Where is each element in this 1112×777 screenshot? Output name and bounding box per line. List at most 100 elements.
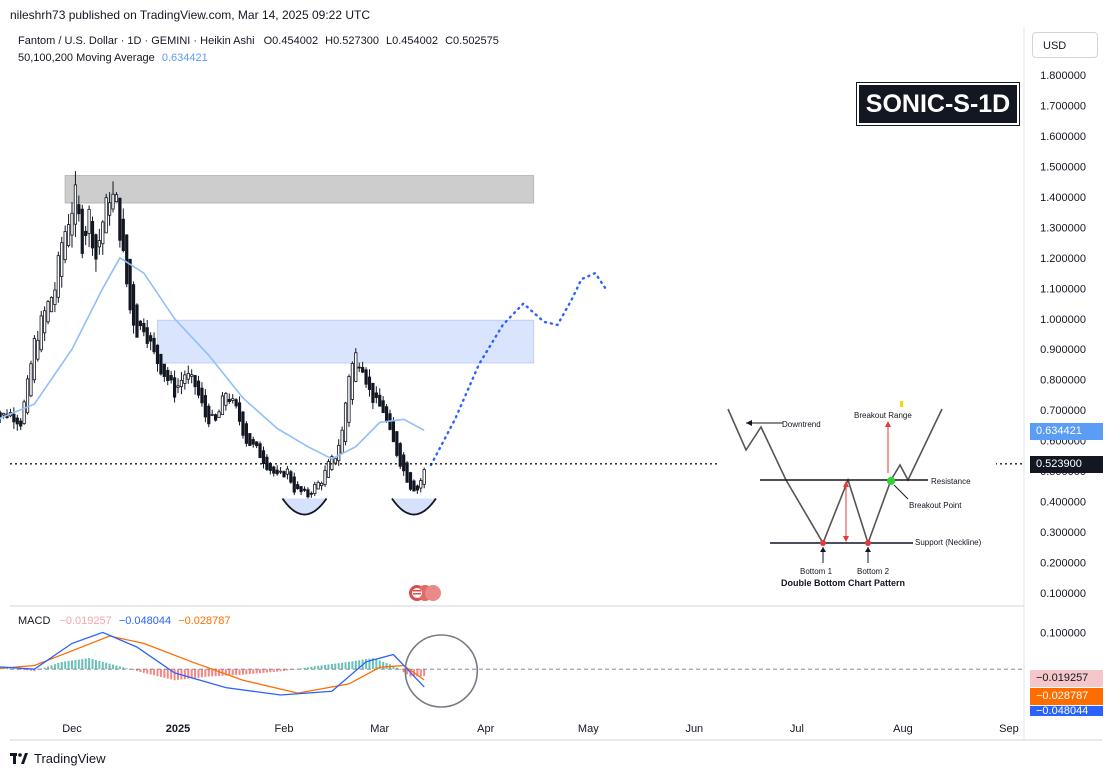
moving-average-layer: [0, 256, 425, 460]
candle-body: [261, 450, 266, 465]
macd-hist-bar: [112, 664, 115, 670]
macd-hist-bar: [19, 669, 22, 670]
macd-hist-bar: [207, 669, 210, 677]
macd-hist-bar: [344, 662, 347, 670]
candle-body: [217, 411, 221, 418]
macd-hist-bar: [395, 667, 398, 670]
currency-button[interactable]: USD: [1032, 32, 1098, 58]
macd-hist-bar: [139, 669, 142, 672]
y-tick-label: 0.300000: [1040, 527, 1086, 539]
y-tick-label: 1.500000: [1040, 161, 1086, 173]
candle-body: [350, 362, 354, 400]
candle-body: [203, 395, 207, 418]
macd-hist-bar: [228, 669, 231, 676]
event-flags-icon[interactable]: [407, 583, 447, 603]
candle-body: [159, 353, 163, 375]
macd-signal-label: −0.019257: [1030, 670, 1103, 687]
candle-body: [66, 224, 71, 246]
candle-body: [60, 242, 64, 277]
candle-body: [32, 338, 36, 381]
x-tick-label: Apr: [477, 723, 494, 735]
candle-body: [39, 315, 43, 351]
macd-hist-bar: [153, 669, 156, 676]
footer-brand[interactable]: TradingView: [10, 751, 106, 766]
macd-hist-bar: [259, 669, 262, 674]
cup-left: [281, 498, 328, 516]
macd-hist-bar: [218, 669, 221, 676]
macd-hist-bar: [293, 669, 296, 670]
macd-hist-bar: [187, 669, 190, 679]
candle-body: [162, 363, 166, 377]
candles-layer: [0, 171, 426, 500]
candle-body: [49, 296, 54, 313]
double-bottom-inset: Downtrend Breakout Range Resistance Brea…: [718, 395, 996, 597]
macd-value-3: −0.028787: [178, 615, 231, 627]
macd-hist-bar: [9, 668, 12, 670]
ticker-badge: SONIC-S-1D: [857, 83, 1019, 125]
macd-hist-bar: [43, 667, 46, 670]
macd-hist-bar: [310, 666, 313, 670]
macd-hist-bar: [81, 659, 84, 670]
bottom2-label: Bottom 2: [857, 567, 890, 576]
macd-hist-bar: [375, 659, 378, 670]
macd-hist-bar: [347, 661, 350, 670]
macd-hist-bar: [16, 669, 19, 670]
macd-hist-bar: [241, 669, 244, 675]
chart-axes: 1.800000 1.700000 1.600000 1.500000 1.400000…: [62, 70, 1086, 735]
double-bottom-cups: [281, 498, 437, 516]
macd-hist-bar: [159, 669, 162, 677]
macd-hist-bar: [132, 669, 135, 671]
candle-body: [371, 382, 375, 403]
pattern-title: Double Bottom Chart Pattern: [781, 578, 906, 588]
macd-hist-bar: [190, 669, 193, 679]
candle-body: [176, 385, 180, 388]
macd-pane: 0.100000: [0, 627, 1086, 708]
candle-body: [2, 412, 6, 416]
y-tick-label: 1.100000: [1040, 283, 1086, 295]
candle-body: [234, 399, 238, 407]
macd-hist-bar: [265, 669, 268, 673]
macd-hist-bar: [368, 658, 371, 670]
candle-body: [131, 284, 136, 326]
macd-hist-bar: [101, 661, 104, 670]
macd-title: MACD: [18, 615, 51, 627]
candle-body: [114, 194, 119, 203]
macd-hist-bar: [135, 669, 138, 672]
macd-value-2: −0.048044: [118, 615, 172, 627]
candle-body: [381, 400, 385, 414]
breakout-range-label: Breakout Range: [854, 411, 912, 420]
macd-hist-bar: [235, 669, 238, 676]
ma-value: 0.634421: [161, 52, 208, 64]
candle-body: [299, 486, 303, 493]
macd-hist-bar: [197, 669, 200, 678]
x-tick-label: Jun: [685, 723, 703, 735]
macd-hist-bar: [156, 669, 159, 677]
macd-hist-bar: [125, 668, 128, 670]
chart-grid: [10, 28, 1102, 741]
ma-price-label: 0.634421: [1030, 423, 1103, 440]
candle-body: [367, 376, 372, 390]
candle-body: [292, 476, 296, 493]
candle-body: [237, 402, 242, 422]
macd-hist-bar: [204, 669, 207, 677]
y-tick-label: 1.800000: [1040, 70, 1086, 82]
candle-body: [224, 393, 228, 406]
macd-hist-bar: [129, 669, 132, 670]
macd-hist-bar: [53, 664, 56, 670]
candle-body: [251, 439, 255, 445]
x-tick-label: Jul: [790, 723, 804, 735]
macd-hist-bar: [279, 669, 282, 672]
macd-hist-bar: [252, 669, 255, 674]
candle-body: [374, 392, 378, 398]
candle-body: [121, 218, 125, 251]
open-value: O0.454002: [263, 35, 319, 47]
candle-body: [80, 208, 84, 254]
macd-hist-bar: [248, 669, 251, 675]
macd-hist-bar: [385, 663, 388, 670]
footer-brand-text: TradingView: [34, 751, 106, 766]
macd-hist-bar: [173, 669, 176, 681]
macd-hist-bar: [269, 669, 272, 673]
macd-hist-bar: [149, 669, 152, 675]
macd-hist-bar: [313, 666, 316, 670]
